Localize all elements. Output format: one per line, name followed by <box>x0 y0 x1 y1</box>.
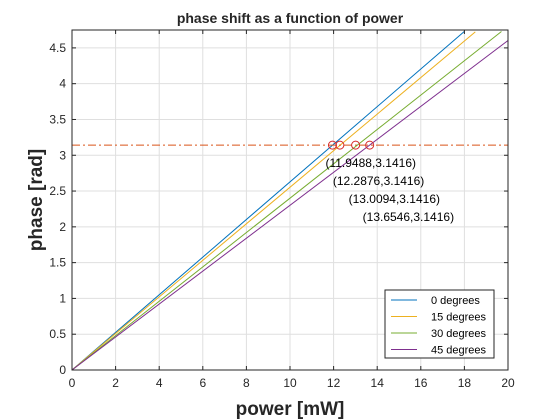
x-tick-label: 6 <box>199 376 206 390</box>
y-tick-label: 4.5 <box>49 41 66 55</box>
annotation-layer: (11.9488,3.1416) (12.2876,3.1416) (13.0094… <box>325 156 454 224</box>
x-tick-label: 10 <box>283 376 297 390</box>
marker-label-3: (13.6546,3.1416) <box>363 210 454 224</box>
y-tick-label: 1 <box>59 291 66 305</box>
series-layer <box>71 31 509 371</box>
x-tick-label: 18 <box>458 376 472 390</box>
marker-label-0: (11.9488,3.1416) <box>325 156 416 170</box>
marker-2 <box>351 140 361 150</box>
legend-entry-0: 0 degrees <box>431 295 480 307</box>
y-axis-label: phase [rad] <box>26 149 47 251</box>
y-tick-label: 3 <box>59 148 66 162</box>
marker-label-2: (13.0094,3.1416) <box>349 192 440 206</box>
marker-layer <box>327 140 375 150</box>
y-tick-label: 0.5 <box>49 327 66 341</box>
y-tick-label: 2 <box>59 220 66 234</box>
series-line-0 <box>71 31 465 371</box>
y-tick-label: 1.5 <box>49 256 66 270</box>
y-tick-label: 2.5 <box>49 184 66 198</box>
y-tick-label: 0 <box>59 363 66 377</box>
x-axis-label: power [mW] <box>236 399 345 420</box>
series-line-1 <box>71 31 476 371</box>
marker-3 <box>365 140 375 150</box>
x-tick-label: 4 <box>156 376 163 390</box>
y-tick-label: 4 <box>59 77 66 91</box>
chart-title: phase shift as a function of power <box>177 10 404 26</box>
x-tick-label: 2 <box>112 376 119 390</box>
legend: 0 degrees 15 degrees 30 degrees 45 degrees <box>384 289 495 359</box>
legend-entry-1: 15 degrees <box>431 312 487 324</box>
legend-box <box>384 289 495 359</box>
x-tick-label: 16 <box>414 376 428 390</box>
marker-0 <box>327 140 337 150</box>
x-tick-label: 8 <box>243 376 250 390</box>
x-tick-label: 20 <box>501 376 515 390</box>
x-tick-label: 12 <box>327 376 341 390</box>
marker-1 <box>335 140 345 150</box>
x-tick-label: 0 <box>69 376 76 390</box>
legend-entry-2: 30 degrees <box>431 328 487 340</box>
series-line-2 <box>71 31 502 371</box>
legend-entry-3: 45 degrees <box>431 345 487 357</box>
series-line-3 <box>71 40 509 371</box>
marker-label-1: (12.2876,3.1416) <box>333 174 424 188</box>
y-tick-label: 3.5 <box>49 112 66 126</box>
tick-layer: 0 2 4 6 8 10 12 14 16 18 20 0 0.5 1 1.5 2 2.5 3 3.5 4 4.5 <box>49 30 515 390</box>
x-tick-label: 14 <box>371 376 385 390</box>
